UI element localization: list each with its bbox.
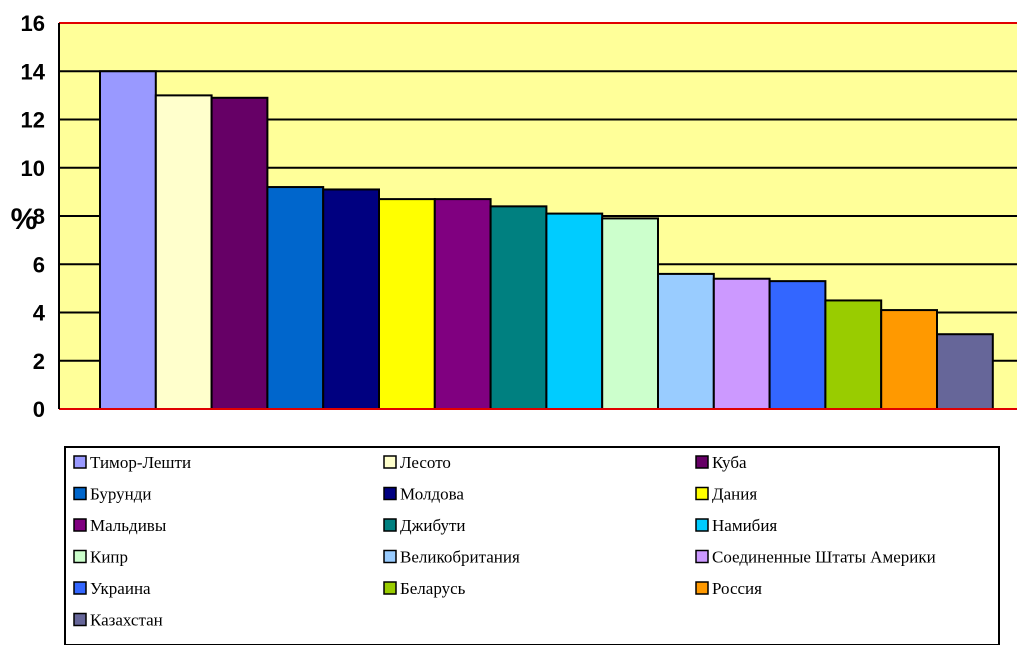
- legend-label: Соединенные Штаты Америки: [712, 548, 936, 567]
- legend-label: Великобритания: [400, 548, 520, 567]
- bar: [880, 309, 939, 410]
- legend-swatch: [695, 486, 709, 501]
- legend-swatch: [73, 549, 87, 564]
- y-tick-label: 4: [33, 301, 46, 326]
- bar: [768, 280, 827, 411]
- bar: [154, 94, 213, 410]
- bar: [545, 212, 604, 410]
- legend-swatch: [383, 549, 397, 564]
- legend-label: Намибия: [712, 516, 777, 535]
- bar: [712, 277, 771, 410]
- bar: [824, 299, 883, 410]
- bar: [489, 205, 548, 410]
- legend-label: Тимор-Лешти: [90, 453, 191, 472]
- legend-swatch: [695, 581, 709, 595]
- y-axis-label: %: [11, 203, 38, 236]
- bar: [657, 272, 715, 410]
- bar: [936, 333, 994, 410]
- legend-box: [64, 446, 1000, 645]
- legend-label: Джибути: [400, 516, 465, 535]
- legend-swatch: [73, 455, 87, 469]
- y-tick-label: 6: [33, 252, 45, 277]
- legend-label: Россия: [712, 579, 762, 598]
- bar: [266, 186, 325, 410]
- legend-swatch: [73, 612, 87, 627]
- y-tick-label: 12: [21, 108, 45, 133]
- y-tick-labels: 0 2 4 6 8 10 12 14 16: [21, 11, 46, 422]
- legend-swatch: [73, 486, 87, 501]
- legend-label: Кипр: [90, 548, 128, 567]
- legend-label: Украина: [90, 579, 151, 598]
- legend-label: Мальдивы: [90, 516, 167, 535]
- y-tick-label: 14: [21, 59, 46, 84]
- legend-label: Казахстан: [90, 611, 163, 630]
- legend-label: Беларусь: [400, 579, 466, 598]
- bar: [99, 70, 157, 410]
- legend-swatch: [695, 549, 709, 564]
- legend-swatch: [695, 518, 709, 532]
- legend-label: Молдова: [400, 485, 464, 504]
- legend-swatch: [73, 518, 87, 532]
- y-tick-label: 2: [33, 349, 45, 374]
- legend-label: Бурунди: [90, 485, 151, 504]
- bar: [322, 188, 381, 410]
- bar: [210, 96, 269, 410]
- bar: [378, 198, 436, 410]
- bar: [601, 217, 660, 410]
- axes: [58, 22, 1017, 410]
- legend-swatch: [383, 455, 397, 469]
- legend-swatch: [695, 455, 709, 469]
- legend: Тимор-Лешти Лесото Куба Бурунди Молдова Дания…: [73, 453, 936, 630]
- y-tick-label: 8: [33, 204, 45, 229]
- y-tick-label: 0: [33, 397, 45, 422]
- y-tick-label: 16: [21, 11, 45, 36]
- legend-swatch: [383, 486, 397, 501]
- y-tick-label: 10: [21, 156, 45, 181]
- legend-swatch: [383, 581, 397, 595]
- legend-label: Дания: [712, 485, 757, 504]
- bar: [433, 198, 492, 410]
- legend-label: Лесото: [400, 453, 451, 472]
- legend-label: Куба: [712, 453, 747, 472]
- legend-swatch: [383, 518, 397, 532]
- legend-swatch: [73, 581, 87, 595]
